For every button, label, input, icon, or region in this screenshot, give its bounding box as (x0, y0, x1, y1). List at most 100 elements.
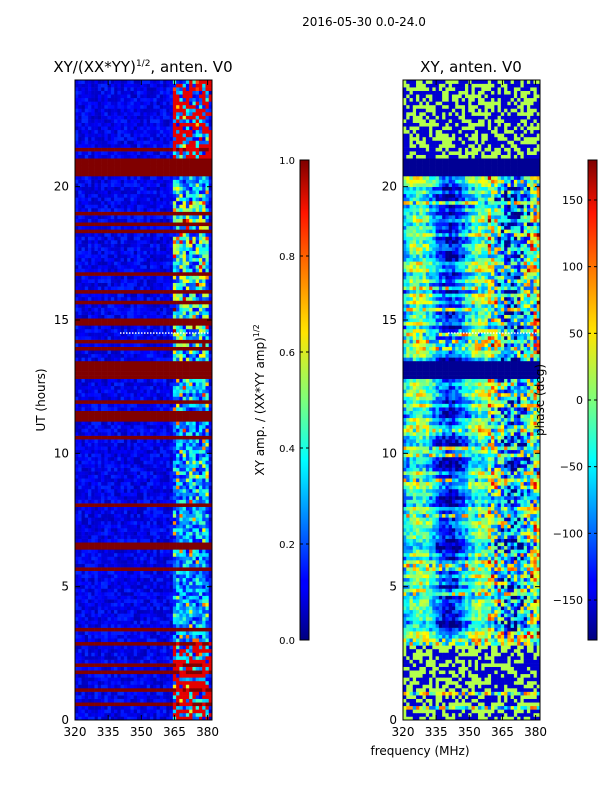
heatmap-cell (127, 307, 131, 312)
heatmap-cell (205, 343, 210, 347)
heatmap-cell (182, 592, 187, 596)
heatmap-cell (166, 371, 170, 376)
heatmap-cell (176, 464, 180, 468)
heatmap-cell (123, 652, 128, 657)
heatmap-cell (176, 567, 180, 571)
heatmap-cell (140, 528, 144, 532)
heatmap-cell (208, 517, 213, 522)
heatmap-cell (208, 666, 213, 671)
left-panel-title-sup: 1/2 (136, 59, 150, 69)
heatmap-cell (81, 424, 86, 429)
heatmap-cell (123, 332, 128, 337)
heatmap-cell (163, 503, 167, 507)
heatmap-cell (208, 357, 213, 362)
heatmap-cell (104, 698, 108, 703)
heatmap-cell (172, 314, 177, 319)
heatmap-cell (172, 311, 177, 315)
heatmap-cell (127, 513, 131, 518)
heatmap-cell (75, 666, 79, 671)
heatmap-cell (133, 695, 138, 699)
heatmap-cell (185, 545, 190, 550)
heatmap-cell (150, 705, 154, 710)
heatmap-cell (91, 435, 95, 440)
heatmap-cell (81, 449, 86, 454)
heatmap-cell (84, 570, 89, 575)
heatmap-cell (189, 620, 193, 625)
heatmap-cell (117, 705, 121, 710)
heatmap-cell (130, 496, 135, 500)
heatmap-cell (195, 524, 200, 529)
heatmap-cell (208, 474, 213, 479)
heatmap-cell (114, 663, 118, 667)
heatmap-cell (189, 677, 193, 682)
heatmap-cell (120, 378, 125, 383)
heatmap-cell (163, 627, 167, 632)
heatmap-cell (101, 321, 105, 326)
heatmap-cell (84, 584, 89, 589)
heatmap-cell (198, 368, 203, 372)
heatmap-cell (104, 318, 108, 323)
heatmap-cell (140, 417, 144, 422)
heatmap-cell (172, 560, 177, 564)
heatmap-cell (84, 336, 89, 340)
heatmap-cell (117, 631, 121, 635)
heatmap-cell (107, 499, 112, 504)
heatmap-cell (182, 535, 187, 539)
heatmap-cell (143, 343, 148, 347)
heatmap-cell (150, 449, 154, 454)
heatmap-cell (104, 375, 108, 379)
heatmap-cell (163, 506, 167, 511)
heatmap-cell (114, 403, 118, 408)
heatmap-cell (195, 400, 200, 404)
heatmap-cell (140, 385, 144, 390)
heatmap-cell (150, 563, 154, 568)
heatmap-cell (156, 506, 161, 511)
heatmap-cell (81, 318, 86, 323)
heatmap-cell (156, 357, 161, 362)
heatmap-cell (146, 702, 151, 707)
heatmap-cell (130, 417, 135, 422)
heatmap-cell (107, 673, 112, 678)
heatmap-cell (101, 492, 105, 497)
heatmap-cell (159, 332, 164, 337)
heatmap-cell (146, 656, 151, 660)
heatmap-cell (159, 680, 164, 685)
heatmap-cell (179, 648, 183, 653)
heatmap-cell (104, 670, 108, 675)
heatmap-cell (172, 503, 177, 507)
heatmap-cell (146, 357, 151, 362)
heatmap-cell (179, 606, 183, 611)
heatmap-cell (84, 478, 89, 483)
heatmap-cell (153, 446, 157, 451)
heatmap-cell (189, 542, 193, 547)
heatmap-cell (110, 439, 115, 443)
heatmap-cell (192, 616, 196, 621)
heatmap-cell (182, 712, 187, 717)
heatmap-cell (163, 616, 167, 621)
heatmap-cell (143, 542, 148, 547)
heatmap-cell (120, 488, 125, 493)
heatmap-cell (107, 385, 112, 390)
heatmap-cell (97, 300, 102, 305)
heatmap-cell (172, 332, 177, 337)
heatmap-cell (208, 471, 213, 475)
heatmap-cell (133, 595, 138, 600)
heatmap-cell (84, 563, 89, 568)
heatmap-cell (130, 634, 135, 639)
heatmap-cell (133, 478, 138, 483)
heatmap-cell (91, 471, 95, 475)
heatmap-cell (202, 510, 206, 515)
heatmap-cell (182, 442, 187, 447)
heatmap-cell (185, 648, 190, 653)
heatmap-cell (110, 496, 115, 500)
heatmap-cell (81, 535, 86, 539)
heatmap-cell (78, 439, 82, 443)
heatmap-cell (130, 588, 135, 593)
heatmap-cell (75, 446, 79, 451)
heatmap-cell (94, 684, 99, 689)
heatmap-cell (150, 592, 154, 596)
heatmap-cell (97, 552, 102, 557)
heatmap-cell (208, 688, 213, 692)
heatmap-cell (169, 556, 174, 561)
heatmap-cell (114, 709, 118, 714)
